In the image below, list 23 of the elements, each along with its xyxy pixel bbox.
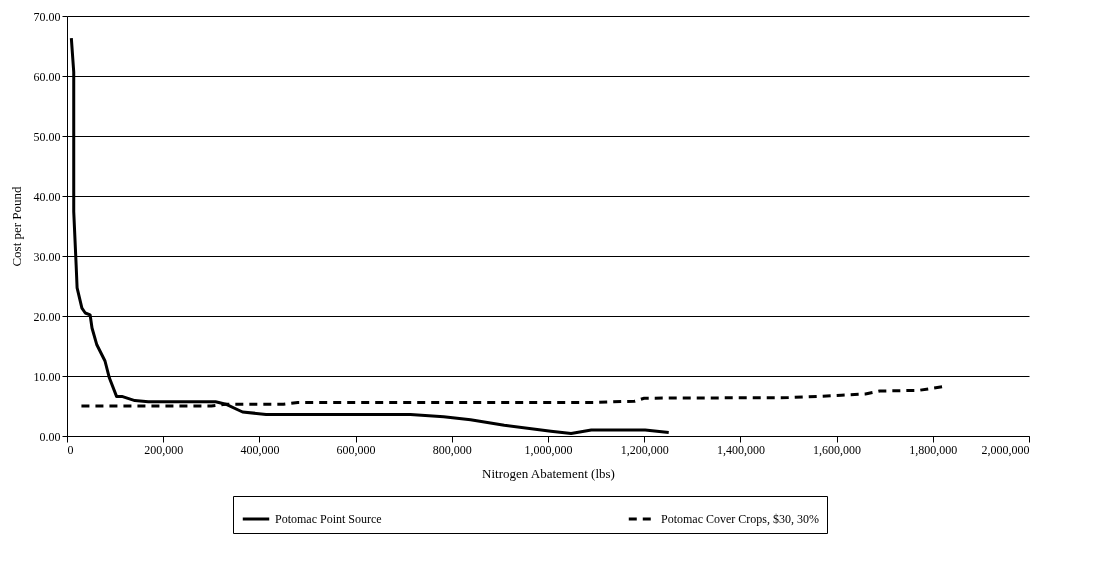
y-tick-label: 0.00 [39, 429, 61, 444]
x-tick-label: 1,400,000 [716, 442, 765, 457]
x-tick-label: 800,000 [432, 442, 472, 457]
x-tick-label: 2,000,000 [981, 442, 1030, 457]
x-tick-label: 400,000 [240, 442, 280, 457]
y-tick-label: 40.00 [33, 189, 61, 204]
y-tick-label: 60.00 [33, 69, 61, 84]
x-tick-label: 1,200,000 [620, 442, 669, 457]
x-tick-label: 0 [67, 442, 74, 457]
legend-label: Potomac Point Source [275, 512, 382, 526]
x-axis-title: Nitrogen Abatement (lbs) [482, 465, 615, 481]
x-tick-label: 600,000 [336, 442, 376, 457]
y-tick-label: 30.00 [33, 249, 61, 264]
y-tick-label: 20.00 [33, 309, 61, 324]
y-tick-label: 70.00 [33, 9, 61, 24]
y-axis-title: Cost per Pound [8, 185, 24, 267]
legend-label: Potomac Cover Crops, $30, 30% [661, 512, 819, 526]
x-tick-label: 200,000 [144, 442, 184, 457]
y-tick-label: 10.00 [33, 369, 61, 384]
y-tick-label: 50.00 [33, 129, 61, 144]
x-tick-label: 1,000,000 [524, 442, 573, 457]
x-tick-label: 1,800,000 [909, 442, 958, 457]
x-tick-label: 1,600,000 [813, 442, 862, 457]
